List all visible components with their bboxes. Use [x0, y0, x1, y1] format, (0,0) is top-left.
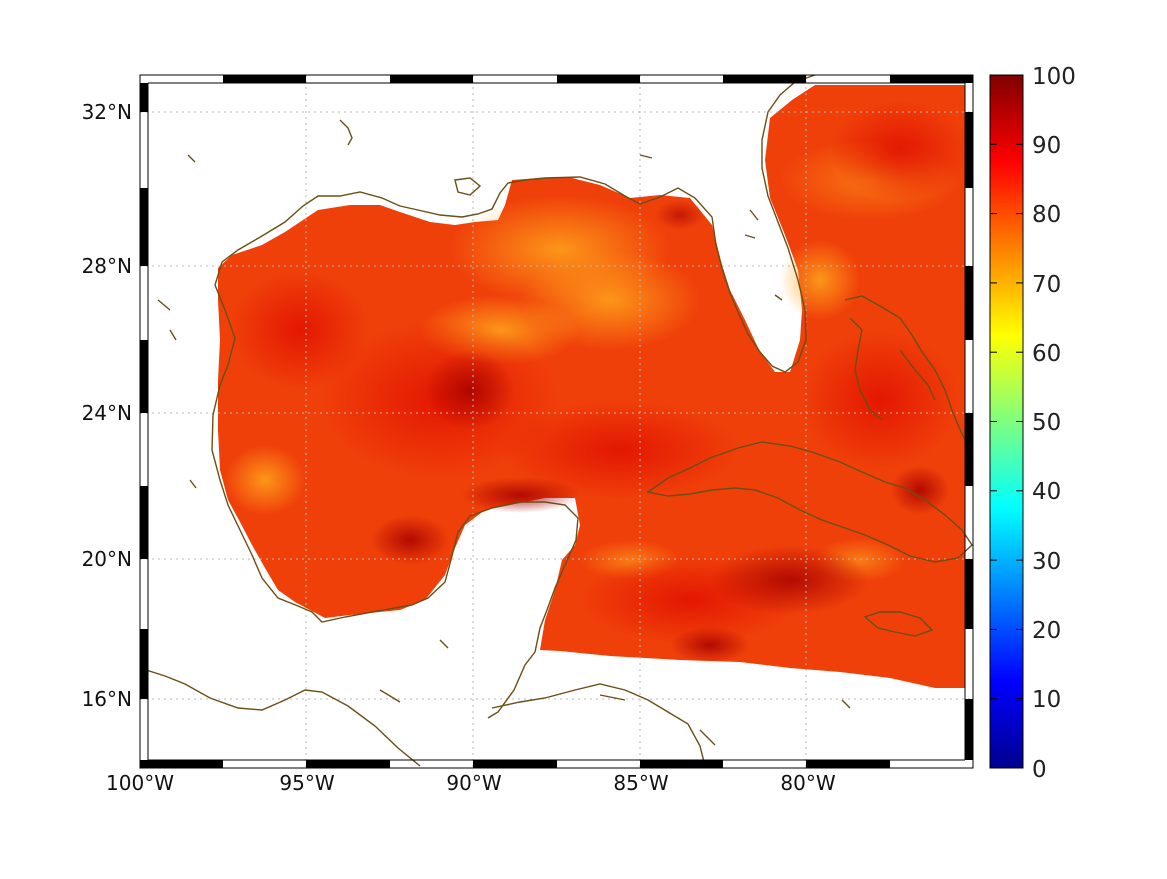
colorbar: 100 90 80 70 60 50 40 30 20 10 0 — [989, 64, 1076, 783]
lat-label: 32°N — [82, 100, 132, 124]
colorbar-label: 80 — [1032, 202, 1061, 228]
data-field — [218, 85, 970, 688]
colorbar-label: 70 — [1032, 272, 1061, 298]
lat-label: 28°N — [82, 254, 132, 278]
lat-label: 16°N — [82, 687, 132, 711]
map-panel: 32°N 28°N 24°N 20°N 16°N 100°W 95°W 90°W… — [82, 74, 974, 795]
colorbar-label: 30 — [1032, 549, 1061, 575]
gulf-coastline — [214, 75, 816, 373]
north-atlantic-coast — [157, 119, 851, 746]
lon-label: 90°W — [446, 771, 501, 795]
colorbar-ticks — [990, 143, 1023, 700]
bahamas-outline — [844, 295, 966, 441]
lon-label: 80°W — [780, 771, 835, 795]
mexico-coastline — [211, 284, 579, 719]
colorbar-label: 20 — [1032, 618, 1061, 644]
lat-label: 20°N — [82, 547, 132, 571]
longitude-labels: 100°W 95°W 90°W 85°W 80°W — [106, 771, 836, 795]
colorbar-label: 100 — [1032, 64, 1076, 90]
cuba-outline — [646, 441, 973, 563]
colorbar-label: 10 — [1032, 687, 1061, 713]
lon-label: 95°W — [279, 771, 334, 795]
jamaica-outline — [863, 611, 934, 637]
lon-label: 100°W — [106, 771, 174, 795]
coastlines — [140, 75, 973, 767]
colorbar-label: 40 — [1032, 479, 1061, 505]
lon-label: 85°W — [613, 771, 668, 795]
colorbar-label: 90 — [1032, 133, 1061, 159]
colorbar-labels: 100 90 80 70 60 50 40 30 20 10 0 — [1032, 64, 1076, 783]
lat-label: 24°N — [82, 401, 132, 425]
colorbar-label: 60 — [1032, 341, 1061, 367]
latitude-labels: 32°N 28°N 24°N 20°N 16°N — [82, 100, 132, 711]
central-america-coastline — [140, 667, 421, 767]
honduras-coastline — [491, 683, 706, 767]
colorbar-label: 0 — [1032, 757, 1047, 783]
gridlines — [140, 75, 973, 768]
map-frame — [139, 74, 974, 769]
colorbar-label: 50 — [1032, 410, 1061, 436]
